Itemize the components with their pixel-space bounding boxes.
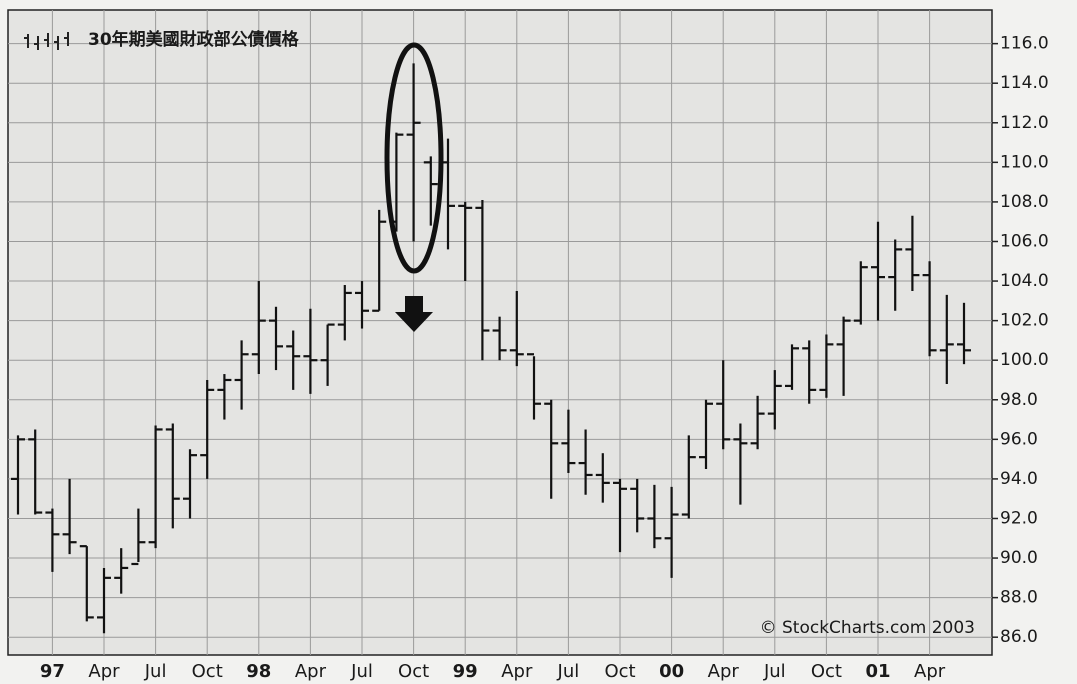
highlight-circle [384, 42, 444, 274]
title-icon [24, 32, 69, 50]
x-tick-label: Apr [708, 661, 740, 682]
x-tick-label: Apr [88, 661, 120, 682]
chart-title: 30年期美國財政部公債價格 [88, 29, 300, 50]
y-tick-label: 108.0 [1000, 192, 1049, 212]
y-tick-label: 114.0 [1000, 73, 1049, 93]
x-tick-label: Oct [811, 661, 842, 682]
x-tick-label: 99 [453, 661, 478, 682]
bars [11, 63, 971, 634]
y-tick-label: 90.0 [1000, 548, 1038, 568]
x-tick-label: Oct [604, 661, 635, 682]
y-tick-label: 98.0 [1000, 390, 1038, 410]
x-tick-label: 97 [40, 661, 65, 682]
y-tick-label: 92.0 [1000, 508, 1038, 528]
annotation: © StockCharts.com 2003 [760, 618, 975, 638]
x-tick-label: 00 [659, 661, 684, 682]
x-tick-label: Jul [350, 661, 373, 682]
down-arrow [395, 296, 433, 332]
y-tick-label: 86.0 [1000, 627, 1038, 647]
y-tick-label: 94.0 [1000, 469, 1038, 489]
x-tick-label: Apr [501, 661, 533, 682]
x-tick-label: 98 [246, 661, 271, 682]
x-tick-label: 01 [865, 661, 890, 682]
y-tick-label: 110.0 [1000, 152, 1049, 172]
y-tick-label: 104.0 [1000, 271, 1049, 291]
y-tick-label: 88.0 [1000, 588, 1038, 608]
y-tick-label: 106.0 [1000, 231, 1049, 251]
y-tick-label: 102.0 [1000, 311, 1049, 331]
y-tick-label: 96.0 [1000, 429, 1038, 449]
x-tick-label: Apr [914, 661, 946, 682]
x-tick-label: Jul [557, 661, 580, 682]
y-tick-label: 100.0 [1000, 350, 1049, 370]
x-tick-label: Jul [144, 661, 167, 682]
x-tick-label: Apr [295, 661, 327, 682]
y-tick-label: 116.0 [1000, 34, 1049, 54]
x-tick-label: Oct [398, 661, 429, 682]
x-tick-label: Oct [192, 661, 223, 682]
x-tick-label: Jul [763, 661, 786, 682]
y-tick-label: 112.0 [1000, 113, 1049, 133]
